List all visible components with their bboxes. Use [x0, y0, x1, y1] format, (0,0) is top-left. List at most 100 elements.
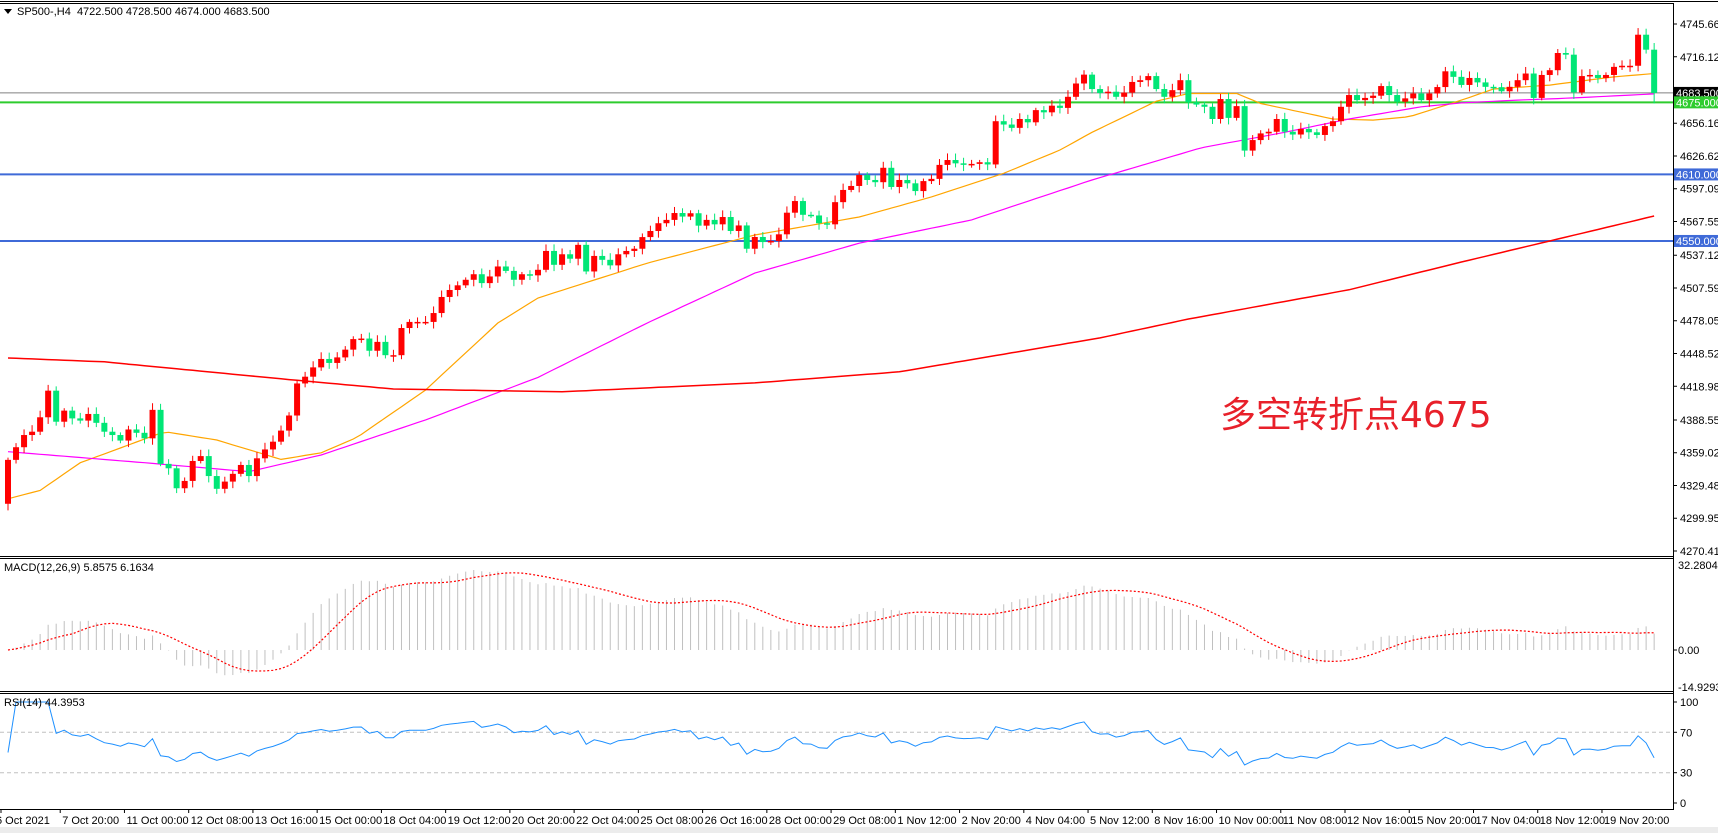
candle [1137, 75, 1144, 88]
candle-body [1498, 87, 1505, 92]
candle [944, 153, 951, 171]
candle-body [1362, 97, 1369, 101]
candle [1064, 90, 1071, 114]
candle-body [840, 189, 847, 203]
candle-body [390, 355, 397, 357]
macd-tick-label: -14.9293 [1678, 682, 1718, 694]
candle-body [695, 213, 702, 226]
price-tick-label: 4270.415 [1680, 546, 1718, 558]
price-tag-4610.000: 4610.000 [1674, 168, 1718, 181]
candle-body [791, 201, 798, 213]
candle-body [551, 250, 558, 265]
symbol-timeframe: SP500-,H4 [17, 6, 71, 18]
candle-body [631, 248, 638, 251]
candle [607, 253, 614, 270]
candle [1370, 92, 1377, 104]
candle [1089, 72, 1096, 94]
candle [1434, 84, 1441, 98]
candle-body [205, 456, 212, 477]
candle [269, 435, 276, 457]
candle [543, 244, 550, 273]
price-tag-label: 4550.000 [1676, 236, 1718, 248]
candle-body [687, 213, 694, 217]
dropdown-triangle-icon[interactable] [4, 9, 12, 14]
candle-body [808, 214, 814, 217]
candle [398, 324, 405, 360]
candle-body [494, 266, 501, 277]
candle [1546, 67, 1553, 82]
candle [1490, 84, 1497, 94]
candle [1217, 93, 1224, 124]
candle-body [1570, 54, 1577, 93]
candle [1602, 72, 1609, 83]
candle-body [502, 266, 509, 271]
macd-tick-label: 32.2804 [1678, 560, 1718, 572]
candle-body [848, 185, 855, 190]
candle-body [824, 223, 831, 225]
candle [382, 335, 389, 359]
candle-body [1450, 71, 1457, 77]
candle-body [342, 349, 349, 358]
time-tick-label: 8 Nov 16:00 [1154, 815, 1213, 827]
candle [639, 233, 646, 255]
candle [157, 403, 164, 467]
candle [615, 248, 622, 272]
candle-body [1153, 76, 1160, 90]
price-tag-bg [1674, 96, 1718, 109]
candle [125, 425, 132, 448]
price-tick-label: 4478.055 [1680, 316, 1718, 328]
candle-body [1619, 65, 1626, 68]
candle [1105, 86, 1112, 100]
time-tick-label: 28 Oct 00:00 [769, 815, 832, 827]
rsi-line [7, 701, 1655, 766]
candle [1040, 106, 1047, 119]
candle [1265, 128, 1272, 141]
candle-body [1594, 74, 1601, 78]
candle [968, 159, 975, 168]
candle-body [615, 254, 622, 266]
candle [695, 209, 702, 233]
candle [261, 442, 268, 463]
candle-body [141, 432, 148, 439]
price-tick-label: 4597.090 [1680, 184, 1718, 196]
candle-body [438, 296, 445, 314]
candle [310, 361, 317, 384]
candle [1048, 100, 1055, 117]
ohlc-high: 4728.500 [125, 6, 172, 18]
candle-body [109, 431, 116, 436]
macd-label: MACD(12,26,9) 5.8575 6.1634 [4, 562, 154, 574]
ohlc-low: 4674.000 [174, 6, 221, 18]
candle [928, 174, 935, 185]
candle-body [1257, 133, 1264, 141]
candle-body [37, 417, 44, 432]
candle-body [1627, 65, 1634, 68]
candle [1145, 73, 1152, 87]
candle [422, 316, 429, 325]
candle-body [1651, 49, 1658, 93]
candle [117, 432, 124, 444]
candle-body [1281, 118, 1288, 132]
candle-body [759, 236, 766, 243]
candle-body [518, 274, 525, 280]
time-tick-label: 2 Nov 20:00 [962, 815, 1021, 827]
price-tick-label: 4418.985 [1680, 381, 1718, 393]
candle [470, 269, 477, 287]
candle [767, 234, 774, 245]
candle [1305, 123, 1312, 139]
candle-body [1321, 126, 1328, 135]
candle [1113, 85, 1120, 100]
candle-body [45, 390, 52, 418]
candle-body [559, 254, 566, 265]
rsi-label: RSI(14) 44.3953 [4, 697, 85, 709]
candle [486, 269, 493, 289]
candle-body [719, 217, 726, 225]
candle [69, 406, 76, 425]
candle [1362, 92, 1369, 106]
candle [1032, 107, 1039, 126]
candle [567, 249, 574, 264]
candle [526, 270, 533, 281]
candle-body [1121, 92, 1128, 97]
candle [1402, 91, 1409, 108]
price-tick-label: 4448.520 [1680, 348, 1718, 360]
